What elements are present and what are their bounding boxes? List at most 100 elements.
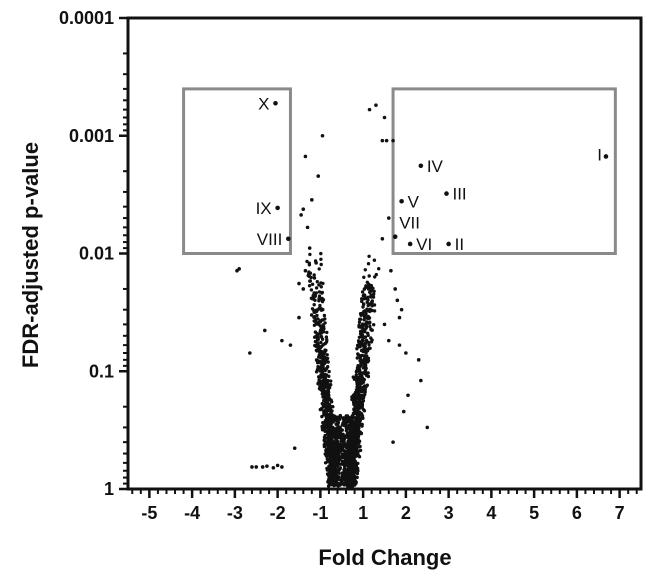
- data-points: [235, 103, 430, 470]
- data-point: [351, 393, 356, 397]
- data-point: [391, 440, 395, 444]
- data-point: [322, 398, 326, 403]
- data-point: [357, 395, 361, 399]
- data-point: [358, 359, 362, 363]
- data-point: [329, 383, 333, 387]
- data-point: [360, 299, 364, 304]
- data-point: [324, 440, 329, 444]
- data-point: [319, 257, 323, 261]
- data-point: [357, 345, 362, 349]
- data-point: [315, 367, 320, 372]
- data-point: [360, 414, 365, 418]
- data-point: [354, 395, 358, 399]
- data-point: [395, 298, 400, 303]
- data-point: [315, 334, 320, 338]
- data-point: [316, 344, 321, 349]
- x-axis-title: Fold Change: [318, 545, 451, 570]
- data-point: [336, 416, 341, 421]
- data-point: [367, 254, 371, 258]
- data-point: [368, 346, 372, 350]
- data-point: [323, 383, 328, 387]
- annotated-point: [444, 191, 449, 196]
- data-point: [346, 447, 351, 451]
- data-point: [313, 293, 317, 298]
- data-point: [335, 462, 340, 467]
- data-point: [363, 335, 368, 339]
- data-point: [362, 315, 367, 319]
- data-point: [397, 343, 402, 347]
- data-point: [367, 274, 371, 278]
- data-point: [352, 408, 356, 412]
- data-point: [338, 436, 342, 440]
- data-point: [326, 388, 331, 392]
- data-point: [368, 285, 372, 289]
- data-point: [357, 439, 362, 443]
- data-point: [301, 287, 306, 291]
- data-point: [319, 380, 324, 384]
- data-point: [323, 429, 327, 433]
- data-point: [275, 463, 280, 468]
- data-point: [341, 445, 345, 449]
- data-point: [352, 477, 357, 482]
- annotated-point: [446, 241, 451, 247]
- data-point: [333, 443, 338, 448]
- data-point: [305, 259, 309, 264]
- annotation-label: I: [597, 145, 602, 164]
- data-point: [350, 469, 354, 474]
- annotated-point: [273, 100, 278, 106]
- data-point: [297, 281, 301, 286]
- data-point: [336, 453, 340, 458]
- data-point: [380, 236, 385, 241]
- data-point: [363, 361, 368, 365]
- data-point: [317, 297, 321, 301]
- annotated-point: [392, 234, 398, 240]
- data-point: [327, 478, 331, 483]
- data-point: [315, 313, 319, 318]
- data-point: [372, 323, 376, 327]
- data-point: [354, 405, 358, 409]
- data-point: [314, 286, 319, 290]
- data-point: [362, 344, 366, 349]
- y-tick-label: 0.001: [69, 126, 114, 146]
- data-point: [367, 302, 372, 306]
- annotation-label: IV: [427, 157, 444, 176]
- data-point: [340, 459, 344, 463]
- data-point: [340, 474, 344, 478]
- data-point: [319, 308, 324, 312]
- data-point: [325, 353, 329, 357]
- data-point: [365, 300, 369, 304]
- data-point: [324, 373, 329, 377]
- data-point: [339, 481, 344, 485]
- data-point: [370, 300, 374, 305]
- data-point: [318, 332, 322, 336]
- data-point: [305, 225, 310, 230]
- data-point: [319, 285, 323, 289]
- data-point: [323, 452, 327, 456]
- data-point: [352, 437, 356, 441]
- highlight-boxes: [182, 87, 617, 255]
- data-point: [355, 412, 360, 416]
- data-point: [343, 462, 347, 466]
- data-point: [254, 465, 259, 469]
- data-point: [325, 393, 330, 398]
- data-point: [365, 340, 369, 344]
- data-point: [310, 296, 314, 301]
- data-point: [372, 303, 377, 307]
- data-point: [335, 476, 340, 480]
- data-point: [330, 445, 334, 449]
- data-point: [352, 443, 357, 447]
- data-point: [340, 462, 345, 466]
- data-point: [309, 313, 314, 317]
- annotation-label: III: [452, 185, 466, 204]
- data-point: [348, 456, 352, 460]
- data-point: [329, 473, 334, 477]
- data-point-cloud: [305, 251, 381, 489]
- data-point: [363, 372, 367, 376]
- data-point: [360, 311, 364, 316]
- data-point: [319, 340, 323, 345]
- data-point: [320, 133, 325, 138]
- data-point: [401, 409, 406, 414]
- data-point: [312, 310, 316, 314]
- data-point: [368, 324, 372, 329]
- data-point: [323, 341, 328, 345]
